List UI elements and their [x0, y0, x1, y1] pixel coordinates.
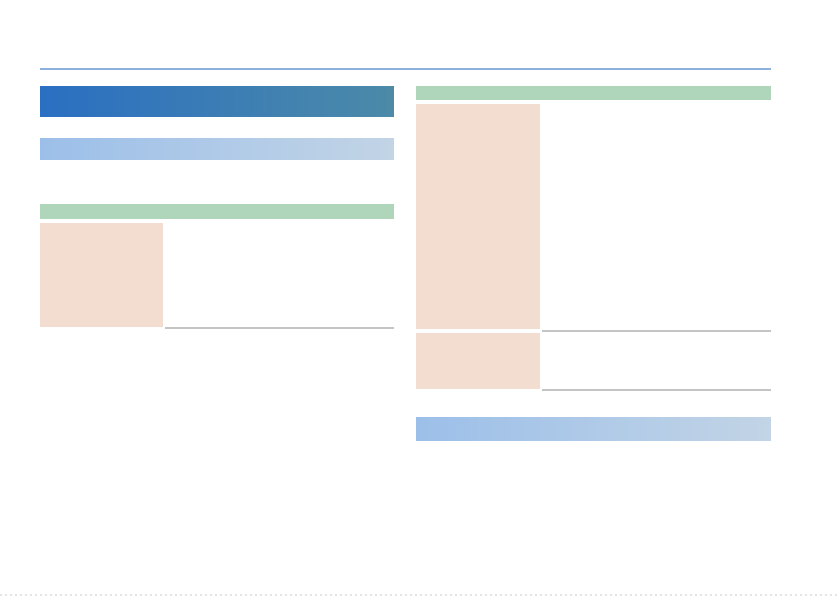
table-label-cell	[416, 104, 540, 329]
table-header	[416, 86, 771, 100]
table-label-cell	[416, 333, 540, 389]
subsection-header	[416, 417, 771, 441]
table-header	[40, 204, 394, 219]
table-label-cell	[40, 223, 163, 327]
section-header	[40, 86, 394, 117]
subsection-header	[40, 138, 394, 160]
